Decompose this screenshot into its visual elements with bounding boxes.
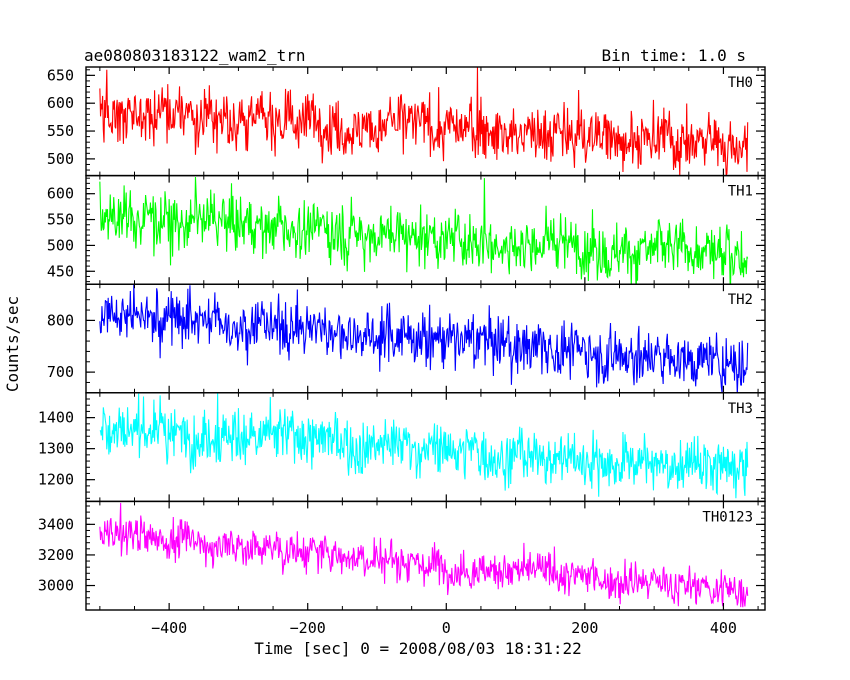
y-axis-title: Counts/sec (3, 296, 22, 392)
panel-frame (85, 392, 766, 503)
series-line-th0 (99, 67, 749, 176)
panel-label-th3: TH3 (728, 401, 753, 417)
y-tick-label: 3200 (38, 546, 74, 564)
panel-label-th1: TH1 (728, 184, 753, 200)
y-tick-label: 1300 (38, 440, 74, 458)
series-line-th2 (99, 284, 749, 393)
series-line-th3 (99, 393, 749, 499)
y-tick-label: 450 (47, 262, 74, 280)
bin-time-label: Bin time: 1.0 s (602, 46, 747, 65)
x-axis-title: Time [sec] 0 = 2008/08/03 18:31:22 (254, 639, 582, 658)
x-tick-label: 200 (571, 619, 598, 637)
y-tick-label: 1400 (38, 409, 74, 427)
y-tick-label: 1200 (38, 471, 74, 489)
x-tick-label: 400 (710, 619, 737, 637)
chart-title: ae080803183122_wam2_trn (84, 46, 306, 65)
panel-frame (85, 500, 766, 611)
x-axis: −400 −200 0 200 400 (151, 619, 737, 637)
x-tick-label: −400 (151, 619, 187, 637)
panel-stack: 500 550 600 650 TH0 450 500 550 600 TH1 700 800 TH2 1… (38, 66, 766, 611)
panel-th0: 500 550 600 650 TH0 (47, 66, 766, 177)
y-tick-label: 500 (47, 150, 74, 168)
series-line-th0123 (99, 502, 749, 608)
x-tick-label: −200 (290, 619, 326, 637)
y-tick-label: 600 (47, 94, 74, 112)
y-tick-label: 3000 (38, 577, 74, 595)
y-tick-label: 3400 (38, 515, 74, 533)
panel-th3: 1200 1300 1400 TH3 (38, 392, 766, 503)
y-tick-label: 650 (47, 66, 74, 84)
y-tick-label: 550 (47, 122, 74, 140)
series-line-th1 (99, 177, 749, 285)
x-tick-label: 0 (442, 619, 451, 637)
y-tick-label: 800 (47, 311, 74, 329)
panel-th2: 700 800 TH2 (47, 283, 766, 394)
y-tick-label: 550 (47, 211, 74, 229)
panel-th0123: 3000 3200 3400 TH0123 (38, 500, 766, 611)
panel-label-th0123: TH0123 (702, 509, 753, 525)
panel-th1: 450 500 550 600 TH1 (47, 174, 766, 285)
y-tick-label: 600 (47, 185, 74, 203)
y-tick-label: 500 (47, 236, 74, 254)
y-tick-label: 700 (47, 363, 74, 381)
panel-label-th2: TH2 (728, 292, 753, 308)
panel-label-th0: TH0 (728, 75, 753, 91)
